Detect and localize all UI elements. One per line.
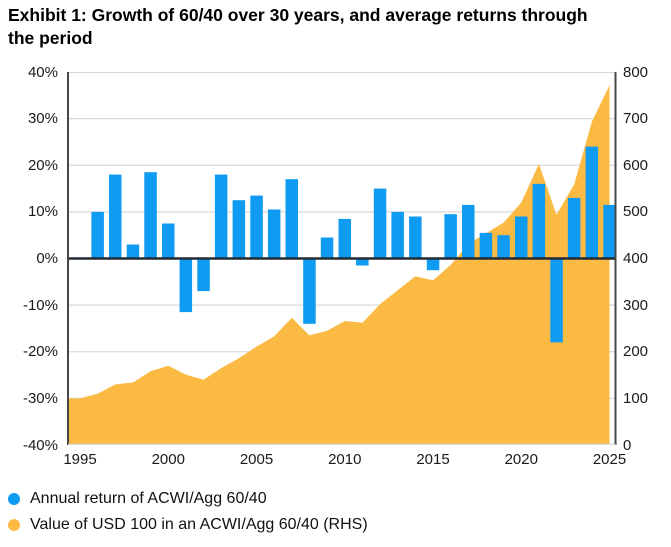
return-bar-2003	[214, 174, 228, 259]
left-axis-tick-10%: 10%	[27, 203, 58, 221]
return-bar-2013	[391, 211, 404, 259]
return-bar-2000	[162, 223, 175, 259]
x-axis-tick-2005: 2005	[239, 451, 274, 468]
return-bar-2001	[179, 258, 193, 313]
return-bar-2023	[567, 197, 581, 259]
chart-plot-area	[67, 72, 617, 445]
legend-item-usd-value: Value of USD 100 in an ACWI/Agg 60/40 (R…	[8, 512, 368, 538]
x-axis-tick-2000: 2000	[151, 451, 185, 468]
return-bar-2015	[426, 258, 440, 271]
return-bar-2009	[320, 237, 334, 259]
right-axis-tick-600: 600	[623, 156, 649, 174]
legend-label-annual-return: Annual return of ACWI/Agg 60/40	[30, 490, 267, 507]
left-axis-tick--10%: -10%	[22, 296, 58, 314]
right-axis-tick-500: 500	[623, 203, 649, 221]
x-axis-tick-2020: 2020	[504, 451, 538, 468]
return-bar-2024	[585, 146, 599, 259]
growth-area	[68, 85, 610, 445]
return-bar-2021	[532, 183, 546, 259]
left-axis-tick--40%: -40%	[22, 436, 58, 454]
left-axis-tick--30%: -30%	[22, 389, 58, 407]
left-axis-tick-20%: 20%	[27, 156, 58, 174]
right-axis-tick-100: 100	[623, 389, 649, 407]
page-title: Exhibit 1: Growth of 60/40 over 30 years…	[8, 5, 588, 49]
return-bar-1998	[126, 244, 140, 259]
right-axis-tick-200: 200	[623, 343, 649, 361]
right-axis-tick-800: 800	[623, 63, 649, 81]
return-bar-2017	[462, 204, 475, 259]
legend-label-usd-value: Value of USD 100 in an ACWI/Agg 60/40 (R…	[30, 516, 368, 533]
return-bar-2020	[515, 216, 528, 259]
return-bar-2014	[409, 216, 422, 259]
return-bar-2002	[197, 258, 210, 292]
x-axis-tick-2025: 2025	[592, 451, 627, 468]
left-axis-tick--20%: -20%	[22, 343, 58, 361]
legend-item-annual-return: Annual return of ACWI/Agg 60/40	[8, 486, 368, 512]
left-axis-tick-0%: 0%	[36, 250, 58, 267]
return-bar-2025	[603, 204, 616, 259]
return-bar-2011	[356, 258, 369, 266]
return-bar-2007	[285, 179, 298, 259]
return-bar-1997	[109, 174, 122, 259]
x-axis-tick-1995: 1995	[63, 451, 97, 468]
return-bar-2022	[550, 258, 563, 343]
return-bar-2008	[303, 258, 316, 324]
left-axis-tick-30%: 30%	[27, 110, 58, 128]
return-bar-2006	[267, 209, 281, 259]
right-axis-tick-700: 700	[623, 110, 649, 128]
right-axis-tick-400: 400	[623, 250, 649, 267]
legend: Annual return of ACWI/Agg 60/40 Value of…	[8, 486, 368, 538]
return-bar-2012	[373, 188, 387, 259]
right-axis-tick-0: 0	[623, 436, 632, 454]
return-bar-2018	[479, 232, 493, 259]
left-axis-tick-40%: 40%	[27, 63, 58, 81]
x-axis-tick-2010: 2010	[328, 451, 362, 468]
x-axis-tick-2015: 2015	[416, 451, 450, 468]
legend-dot-annual-return-icon	[8, 493, 20, 505]
return-bar-1999	[144, 172, 157, 259]
return-bar-2004	[232, 200, 246, 259]
return-bar-1996	[91, 211, 104, 259]
return-bar-2019	[497, 235, 510, 259]
legend-dot-usd-value-icon	[8, 519, 20, 531]
return-bar-2005	[250, 195, 263, 259]
right-axis-tick-300: 300	[623, 296, 649, 314]
return-bar-2016	[444, 214, 457, 259]
return-bar-2010	[338, 218, 351, 259]
